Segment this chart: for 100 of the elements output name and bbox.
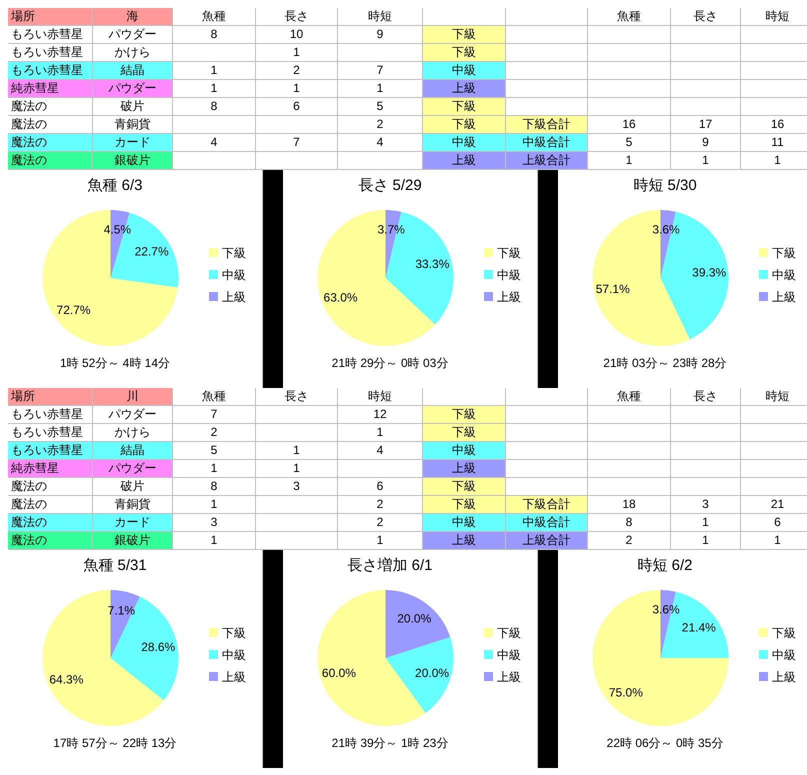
text: 4	[376, 443, 384, 457]
text: 1	[293, 443, 300, 457]
text: 破片	[120, 99, 144, 113]
text: もろい赤彗星	[11, 425, 83, 439]
text: 海	[126, 9, 138, 23]
data-label: 3.6%	[652, 222, 680, 236]
text: 魔法の	[11, 117, 47, 131]
text: 破片	[120, 479, 144, 493]
data-label: 4.5%	[104, 222, 132, 237]
text: 魔法の	[11, 153, 47, 167]
data-label: 60.0%	[322, 666, 356, 680]
text: 場所	[11, 9, 35, 23]
text: 結晶	[120, 63, 144, 77]
legend-label: 中級	[497, 648, 521, 662]
text: カード	[114, 135, 150, 149]
text: 6	[774, 515, 781, 529]
text: 魚種	[617, 9, 641, 23]
legend-label: 下級	[772, 246, 796, 260]
text: 2	[626, 533, 632, 547]
legend-label: 上級	[772, 290, 796, 304]
text: 1	[210, 81, 218, 95]
legend-label: 中級	[497, 268, 521, 282]
text: 1	[626, 153, 632, 167]
chart-title: 魚種 6/3	[86, 176, 144, 195]
text: 1時 52分～ 4時 14分	[58, 355, 172, 372]
text: 下級	[452, 479, 476, 493]
data-label: 57.1%	[596, 282, 630, 296]
text: 6	[376, 479, 384, 493]
text: 魚種	[202, 389, 226, 403]
text: 上級	[452, 461, 476, 475]
text: 9	[702, 135, 709, 149]
text: 純赤彗星	[11, 81, 59, 95]
chart-title: 長さ 5/29	[357, 176, 423, 195]
data-label: 22.7%	[134, 244, 169, 258]
text: 1	[376, 81, 384, 95]
text: もろい赤彗星	[11, 45, 83, 59]
text: 6	[293, 99, 300, 113]
text: 青銅貨	[114, 497, 150, 511]
text: 魚種	[202, 9, 226, 23]
legend-label: 中級	[222, 268, 246, 282]
text: 魔法の	[11, 515, 47, 529]
text: 10	[290, 27, 304, 41]
text: 5	[210, 443, 218, 457]
text: 魔法の	[11, 135, 47, 149]
text: 1	[293, 461, 300, 475]
text: 16	[770, 117, 784, 131]
text: パウダー	[108, 81, 156, 95]
text: 銀破片	[114, 533, 150, 547]
text: 8	[626, 515, 632, 529]
legend-label: 上級	[222, 290, 246, 304]
text: 長さ	[284, 9, 308, 23]
text: 下級	[452, 117, 476, 131]
text: 場所	[11, 389, 35, 403]
text: 上級	[452, 533, 476, 547]
text: もろい赤彗星	[11, 27, 83, 41]
text: パウダー	[108, 27, 156, 41]
legend-label: 下級	[222, 246, 246, 260]
text: 上級	[452, 153, 476, 167]
text: 1	[210, 63, 218, 77]
data-label: 64.3%	[49, 672, 84, 686]
data-label: 63.0%	[324, 290, 358, 304]
text: 下級	[452, 99, 476, 113]
text: 11	[771, 135, 784, 149]
text: 中級	[452, 135, 476, 149]
text: 16	[622, 117, 636, 131]
text: 18	[622, 497, 636, 511]
legend-label: 上級	[497, 290, 521, 304]
text: 8	[210, 99, 218, 113]
text: 下級	[452, 27, 476, 41]
data-label: 7.1%	[108, 603, 136, 618]
data-label: 20.0%	[397, 611, 432, 626]
legend-label: 下級	[497, 246, 521, 260]
text: 3	[702, 497, 709, 511]
text: 長さ	[694, 9, 718, 23]
text: 魔法の	[11, 99, 47, 113]
legend-label: 下級	[222, 626, 246, 640]
text: 銀破片	[114, 153, 150, 167]
text: 1	[774, 533, 781, 547]
text: 8	[210, 479, 218, 493]
legend-label: 中級	[772, 268, 796, 282]
legend-label: 下級	[497, 626, 521, 640]
text: 1	[210, 461, 218, 475]
text: 21	[770, 497, 784, 511]
text: 下級	[452, 45, 476, 59]
pie-slice	[386, 590, 450, 658]
text: 上級合計	[522, 153, 570, 167]
text: もろい赤彗星	[11, 407, 83, 421]
text: 2	[376, 515, 384, 529]
text: 青銅貨	[114, 117, 150, 131]
legend-label: 下級	[772, 626, 796, 640]
text: 純赤彗星	[11, 461, 59, 475]
text: 17	[698, 117, 712, 131]
legend-label: 中級	[222, 648, 246, 662]
chart-title: 長さ増加 6/1	[346, 556, 434, 575]
legend-label: 上級	[497, 670, 521, 684]
text: 3	[293, 479, 300, 493]
legend-label: 上級	[222, 670, 246, 684]
data-label: 33.3%	[415, 256, 450, 271]
data-label: 39.3%	[692, 266, 727, 280]
text: 結晶	[120, 443, 144, 457]
